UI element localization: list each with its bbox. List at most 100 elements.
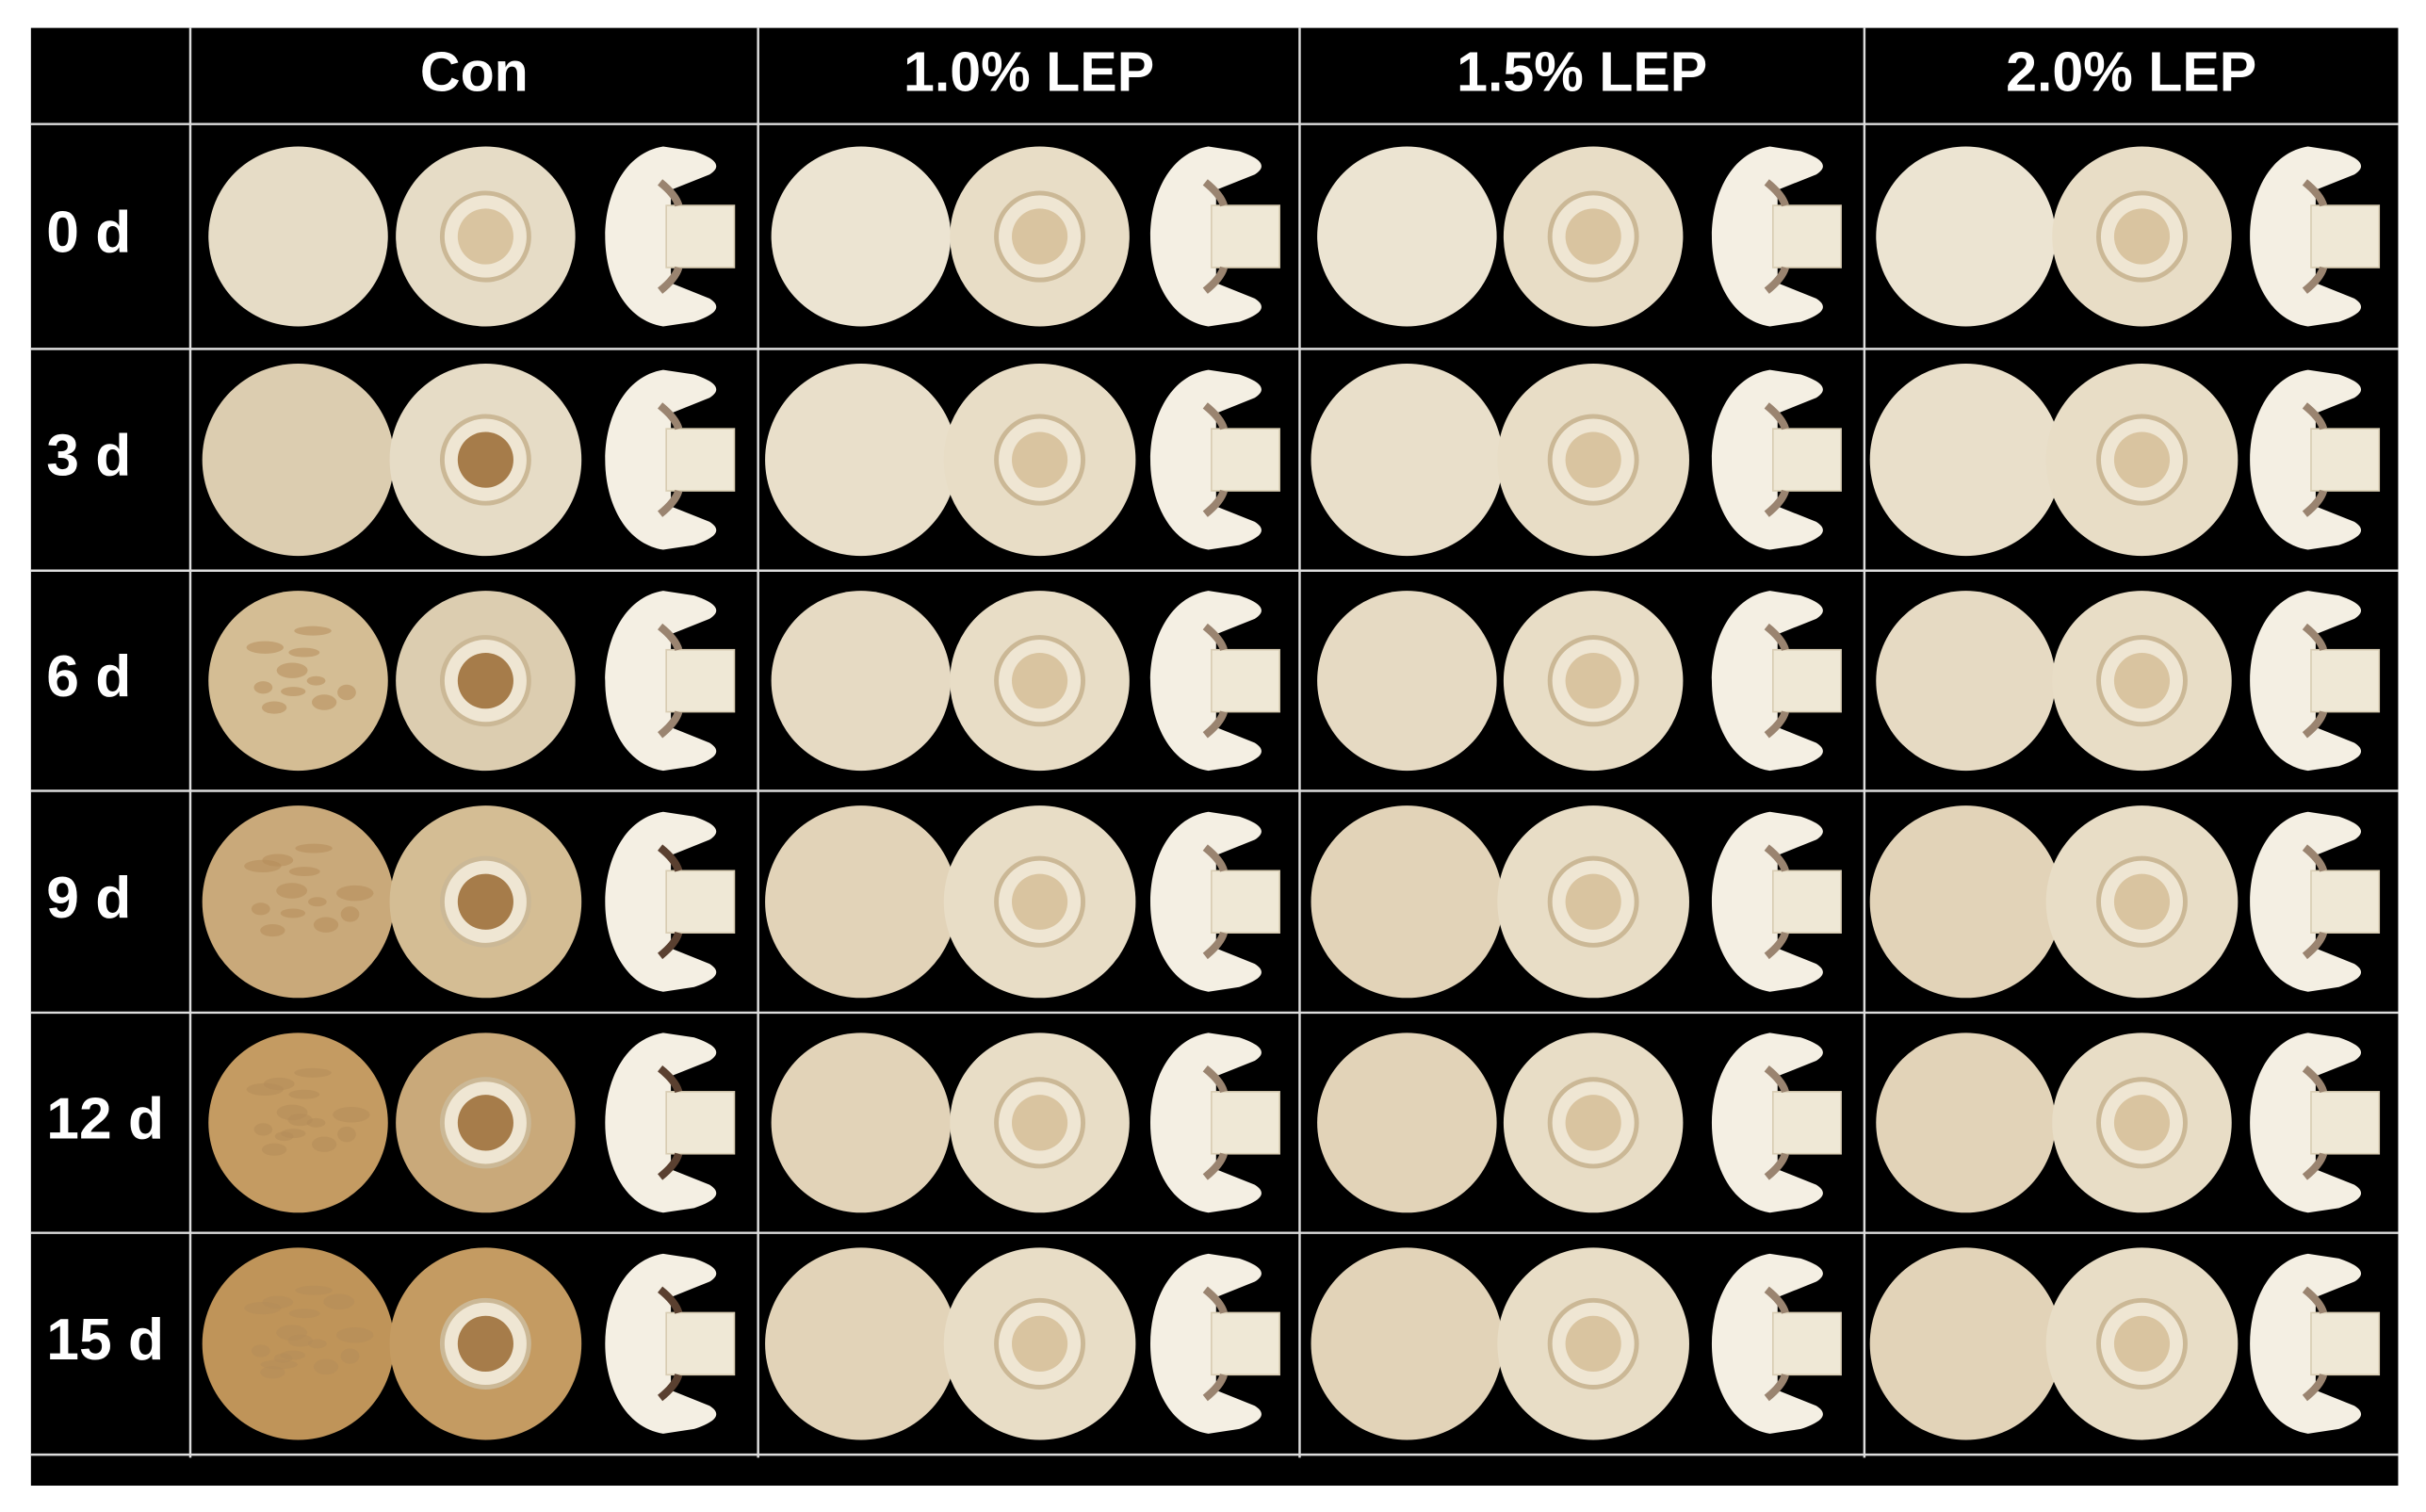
mushroom-stalk [1771, 870, 1842, 934]
mushroom-cut [2250, 1032, 2362, 1213]
mushroom-stem [1012, 1315, 1068, 1373]
mushroom-cut [1711, 591, 1823, 772]
mushroom-stalk [1211, 1091, 1280, 1155]
mushroom-cut [2250, 146, 2362, 327]
mushroom-stalk [665, 648, 736, 713]
mushroom-group [1876, 1032, 2381, 1213]
mushroom-gills [2302, 623, 2328, 739]
mushroom-gills [1764, 402, 1789, 517]
mushroom-cap [1876, 146, 2056, 327]
mushroom-stem [1012, 208, 1068, 265]
mushroom-cap [1317, 591, 1497, 772]
mushroom-stem [2113, 1315, 2171, 1373]
mushroom-cut [605, 591, 717, 772]
mushroom-stalk [2310, 870, 2381, 934]
mushroom-stem [1012, 653, 1068, 709]
mushroom-stalk [665, 204, 736, 268]
mushroom-stem [1565, 208, 1621, 265]
mushroom-stem [457, 1095, 513, 1151]
mushroom-cut [1711, 369, 1823, 550]
mushroom-cap [765, 364, 957, 557]
browning-spot [262, 1295, 294, 1309]
mushroom-gills [1202, 623, 1228, 739]
browning-spot [281, 687, 306, 696]
browning-spot [261, 701, 287, 714]
mushroom-group [1311, 805, 1842, 999]
browning-spot [288, 867, 320, 877]
mushroom-stem [1012, 873, 1068, 930]
browning-spot [308, 1339, 327, 1349]
mushroom-stalk [2310, 1311, 2381, 1376]
browning-spot [288, 647, 320, 658]
mushroom-gills [1202, 844, 1228, 960]
browning-spot [337, 684, 356, 701]
mushroom-group [765, 1247, 1280, 1440]
browning-spot [251, 1344, 270, 1358]
mushroom-gills [1202, 179, 1228, 294]
mushroom-cap [1311, 364, 1504, 557]
browning-spot [337, 1126, 356, 1143]
mushroom-cut [2250, 591, 2362, 772]
mushroom-stem [457, 208, 513, 265]
browning-spot [251, 902, 270, 916]
browning-spot [287, 1334, 313, 1347]
mushroom-gills [2302, 402, 2328, 517]
mushroom-cut [2250, 811, 2362, 992]
mushroom-cut [1149, 1032, 1262, 1213]
browning-spot [253, 1123, 273, 1136]
browning-spot [340, 1348, 360, 1364]
mushroom-stalk [1211, 204, 1280, 268]
mushroom-stem [1565, 653, 1621, 709]
mushroom-stalk [1211, 648, 1280, 713]
mushroom-stem [457, 431, 513, 488]
mushroom-cap [1876, 1032, 2056, 1213]
mushroom-cap [1311, 1247, 1504, 1440]
mushroom-group [1869, 805, 2381, 999]
mushroom-cut [1149, 146, 1262, 327]
mushroom-gills [658, 623, 683, 739]
mushroom-gills [658, 179, 683, 294]
mushroom-stalk [1211, 870, 1280, 934]
row-label: 6 d [46, 643, 131, 709]
mushroom-stalk [2310, 648, 2381, 713]
browning-spot [311, 694, 337, 710]
mushroom-cap [1869, 805, 2062, 999]
browning-spot [260, 1359, 298, 1370]
browning-spot [253, 681, 273, 694]
mushroom-group [1869, 364, 2381, 557]
browning-spot [333, 1107, 370, 1123]
browning-spot [340, 906, 360, 922]
mushroom-stalk [665, 870, 736, 934]
mushroom-cap [208, 146, 388, 327]
mushroom-stalk [1771, 204, 1842, 268]
mushroom-stem [457, 873, 513, 930]
mushroom-stalk [665, 1311, 736, 1376]
browning-spot [311, 1136, 337, 1152]
mushroom-stem [1565, 1315, 1621, 1373]
mushroom-cut [2250, 1253, 2362, 1434]
browning-spot [308, 897, 327, 907]
mushroom-cut [2250, 369, 2362, 550]
mushroom-group [1317, 146, 1842, 327]
row-label: 3 d [46, 423, 131, 489]
mushroom-cut [605, 1253, 717, 1434]
browning-spot [261, 1143, 287, 1156]
mushroom-stem [1012, 1095, 1068, 1151]
mushroom-cut [605, 811, 717, 992]
mushroom-stem [2113, 1095, 2171, 1151]
column-header: Con [420, 40, 529, 103]
browning-spot [294, 626, 332, 636]
mushroom-gills [658, 844, 683, 960]
mushroom-gills [1202, 1065, 1228, 1180]
mushroom-stem [2113, 431, 2171, 488]
mushroom-gills [2302, 179, 2328, 294]
mushroom-gills [1764, 179, 1789, 294]
mushroom-cap [771, 1032, 952, 1213]
mushroom-cut [605, 146, 717, 327]
browning-spot [294, 1067, 332, 1078]
mushroom-stalk [665, 1091, 736, 1155]
mushroom-stem [2113, 873, 2171, 930]
browning-spot [313, 1358, 339, 1375]
mushroom-stem [2113, 653, 2171, 709]
